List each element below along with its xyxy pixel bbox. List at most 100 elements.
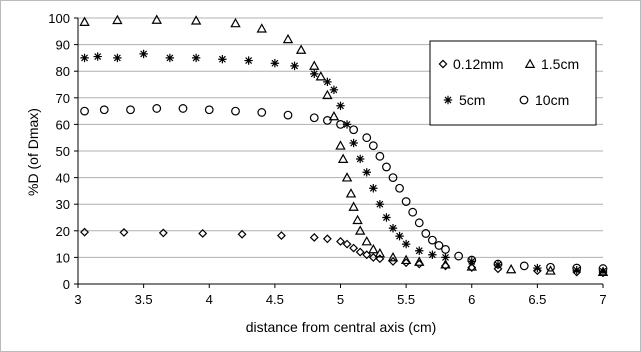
data-point-asterisk bbox=[310, 69, 319, 79]
data-point-triangle bbox=[335, 140, 346, 150]
data-point-circle bbox=[368, 141, 378, 151]
data-point-circle bbox=[546, 262, 555, 272]
data-point-triangle bbox=[348, 201, 359, 211]
data-point-asterisk bbox=[342, 120, 352, 129]
data-point-triangle bbox=[368, 243, 379, 254]
data-point-circle bbox=[80, 106, 89, 116]
data-point-asterisk bbox=[375, 200, 385, 209]
data-point-asterisk bbox=[139, 49, 148, 59]
data-point-circle bbox=[257, 108, 267, 117]
data-point-diamond bbox=[158, 228, 168, 238]
data-point-diamond bbox=[119, 227, 129, 237]
data-point-triangle bbox=[282, 33, 294, 44]
data-point-triangle bbox=[230, 17, 241, 28]
data-point-diamond bbox=[342, 239, 352, 249]
data-point-triangle bbox=[256, 23, 267, 33]
y-tick-label: 80 bbox=[56, 64, 70, 79]
data-point-triangle bbox=[345, 188, 357, 198]
data-point-asterisk bbox=[382, 213, 391, 222]
data-point-asterisk bbox=[270, 59, 280, 68]
data-point-asterisk bbox=[401, 239, 411, 249]
data-point-diamond bbox=[401, 258, 411, 268]
data-point-circle bbox=[126, 105, 135, 115]
data-point-triangle bbox=[440, 259, 451, 269]
data-point-triangle bbox=[354, 225, 366, 235]
data-point-circle bbox=[362, 133, 372, 143]
data-point-circle bbox=[382, 162, 391, 172]
x-tick-label: 6.5 bbox=[528, 292, 546, 307]
x-tick-label: 4 bbox=[206, 292, 213, 307]
data-point-asterisk bbox=[329, 85, 339, 95]
data-point-diamond bbox=[276, 231, 286, 241]
data-point-asterisk bbox=[428, 250, 437, 259]
data-point-triangle bbox=[315, 71, 327, 81]
data-point-diamond bbox=[237, 229, 247, 239]
series-triangle bbox=[79, 14, 609, 276]
data-point-circle bbox=[309, 113, 319, 123]
data-point-asterisk bbox=[323, 77, 332, 87]
data-point-asterisk bbox=[395, 231, 404, 241]
y-tick-label: 60 bbox=[56, 117, 70, 132]
data-point-asterisk bbox=[493, 260, 503, 270]
data-point-asterisk bbox=[113, 53, 122, 63]
data-point-circle bbox=[152, 104, 162, 113]
data-point-circle bbox=[375, 151, 385, 161]
data-point-circle bbox=[178, 104, 188, 113]
data-point-diamond bbox=[375, 254, 385, 264]
data-point-triangle bbox=[400, 254, 412, 265]
y-tick-label: 20 bbox=[56, 224, 70, 239]
y-tick-label: 90 bbox=[56, 38, 70, 53]
data-point-circle bbox=[349, 125, 359, 135]
x-tick-label: 4.5 bbox=[266, 292, 284, 307]
data-point-circle bbox=[99, 105, 109, 115]
x-tick-label: 3 bbox=[74, 292, 81, 307]
data-points bbox=[79, 14, 609, 278]
data-point-circle bbox=[401, 197, 411, 206]
data-point-circle bbox=[598, 264, 608, 273]
data-point-asterisk bbox=[244, 56, 253, 65]
data-point-circle bbox=[519, 261, 529, 271]
data-point-circle bbox=[283, 110, 293, 120]
data-point-asterisk bbox=[336, 101, 345, 110]
data-point-circle bbox=[427, 235, 437, 245]
legend-label-5cm: 5cm bbox=[459, 92, 485, 108]
tick-labels: 0 10 20 30 40 50 60 70 80 90 100 3 3.5 4 4.5 5 5.5 6 6.5 7 bbox=[48, 11, 606, 307]
data-point-diamond bbox=[309, 233, 319, 242]
data-point-triangle bbox=[374, 247, 386, 258]
x-tick-label: 5 bbox=[337, 292, 344, 307]
legend-marker-circle bbox=[519, 95, 529, 105]
data-point-asterisk bbox=[349, 138, 358, 148]
data-point-circle bbox=[204, 105, 214, 115]
data-point-asterisk bbox=[218, 55, 227, 64]
data-point-triangle bbox=[151, 14, 162, 24]
data-point-asterisk bbox=[415, 246, 424, 255]
legend-marker-diamond bbox=[438, 59, 448, 69]
data-point-diamond bbox=[198, 229, 208, 238]
legend-marker-asterisk bbox=[443, 95, 453, 105]
data-point-circle bbox=[395, 183, 404, 193]
data-point-triangle bbox=[505, 263, 517, 274]
data-point-asterisk bbox=[290, 61, 299, 71]
legend-box bbox=[429, 40, 597, 126]
data-point-diamond bbox=[532, 266, 542, 276]
data-point-asterisk bbox=[369, 184, 378, 193]
legend-label-1-5cm: 1.5cm bbox=[541, 56, 579, 72]
series-circle bbox=[80, 104, 608, 273]
data-point-circle bbox=[467, 255, 477, 265]
y-tick-label: 0 bbox=[63, 277, 70, 292]
data-point-triangle bbox=[341, 172, 353, 182]
data-point-triangle bbox=[361, 236, 372, 246]
data-point-circle bbox=[434, 241, 444, 250]
x-tick-label: 6 bbox=[468, 292, 475, 307]
data-point-circle bbox=[572, 263, 582, 273]
data-point-circle bbox=[421, 229, 431, 238]
data-point-asterisk bbox=[533, 263, 542, 273]
legend-label-0-12mm: 0.12mm bbox=[453, 56, 504, 72]
data-point-triangle bbox=[352, 214, 363, 225]
x-axis-label: distance from central axis (cm) bbox=[246, 319, 437, 335]
data-point-circle bbox=[336, 119, 345, 129]
data-point-triangle bbox=[295, 44, 307, 54]
data-point-diamond bbox=[336, 236, 345, 246]
data-point-triangle bbox=[466, 261, 477, 271]
